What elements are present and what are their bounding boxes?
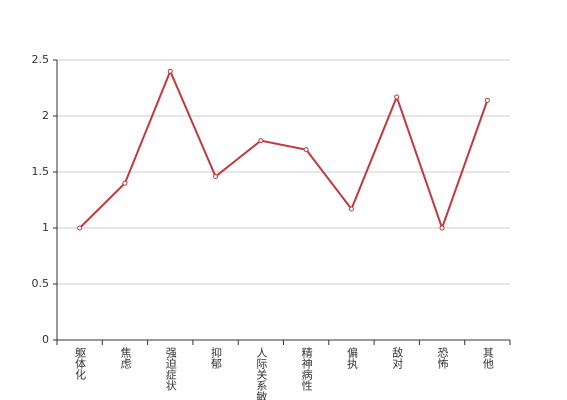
x-tick-label: 人际关系敏感 — [255, 347, 268, 400]
point — [439, 225, 445, 231]
point — [303, 147, 309, 153]
x-tick-label: 敌对 — [391, 346, 404, 369]
y-tick-label: 0.5 — [32, 277, 50, 290]
point — [77, 225, 83, 231]
point — [394, 94, 400, 100]
point — [258, 138, 264, 144]
x-tick-label: 强迫症状 — [164, 347, 177, 391]
y-tick-label: 2.5 — [32, 53, 50, 66]
point — [122, 180, 128, 186]
x-tick-label: 精神病性 — [300, 347, 313, 392]
y-tick-label: 2 — [42, 109, 49, 122]
y-tick-label: 0 — [42, 333, 49, 346]
point — [167, 68, 173, 74]
line — [78, 68, 489, 232]
x-tick-label: 恐怖 — [436, 347, 449, 369]
point — [213, 173, 219, 179]
x-tick-label: 偏执 — [345, 346, 358, 370]
x-tick-label: 躯体化 — [74, 347, 87, 381]
x-tick-label: 其他 — [481, 347, 494, 369]
y-tick-label: 1.5 — [32, 165, 50, 178]
y-tick-label: 1 — [42, 221, 49, 234]
x-tick-label: 焦虑 — [119, 347, 132, 369]
x-tick-label: 抑郁 — [210, 346, 223, 369]
point — [484, 97, 490, 103]
point — [348, 206, 354, 212]
